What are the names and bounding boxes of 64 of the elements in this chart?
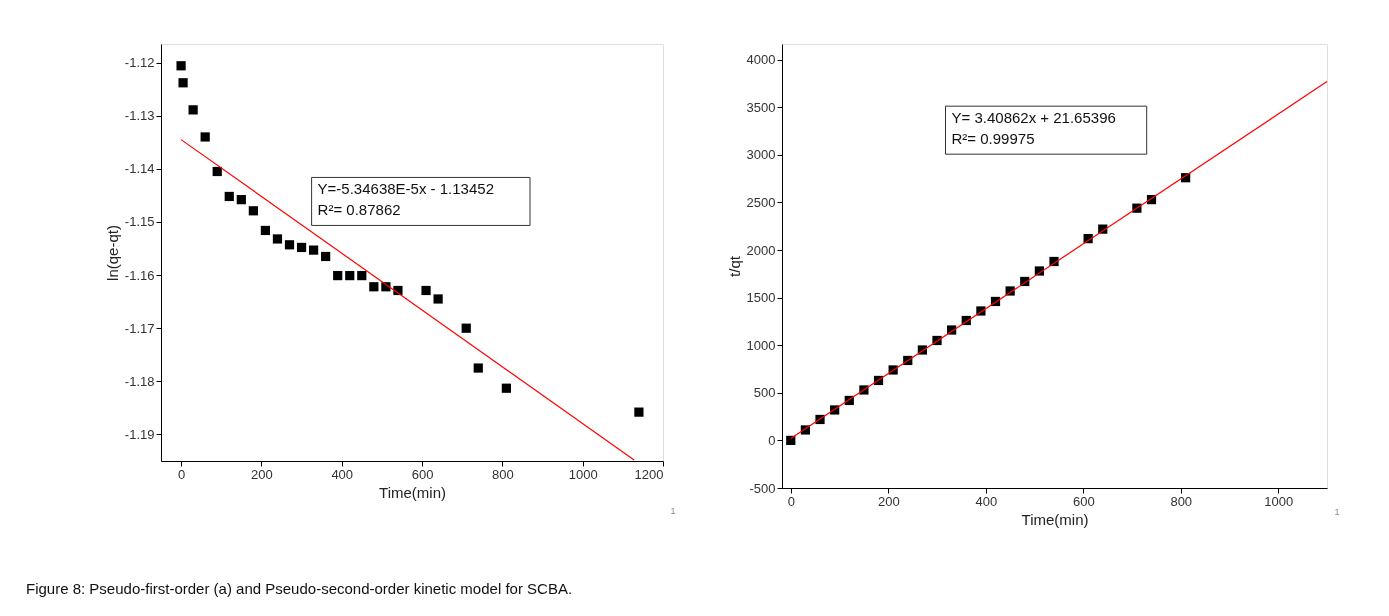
- point: [188, 105, 198, 115]
- point: [357, 271, 367, 281]
- x-tick-label: 1200: [634, 466, 664, 482]
- x-tick-label: 0: [787, 493, 795, 509]
- text: 1: [1334, 507, 1340, 517]
- point: [345, 271, 355, 281]
- x-tick-label: 200: [251, 466, 273, 482]
- y-tick-label: -1.17: [124, 320, 155, 336]
- y-tick-label: 1000: [746, 337, 776, 353]
- x-tick-label: 800: [492, 466, 514, 482]
- point: [224, 191, 234, 202]
- point: [178, 78, 188, 88]
- point: [461, 323, 471, 333]
- y-tick-label: 2000: [746, 242, 776, 258]
- point: [260, 225, 271, 236]
- y-tick-label: -1.16: [124, 267, 155, 283]
- x-tick-label: 600: [1072, 493, 1095, 509]
- y-tick-label: -1.19: [124, 426, 155, 442]
- y-tick-label: 1500: [746, 290, 776, 306]
- y-tick-label: 2500: [746, 194, 776, 210]
- y-axis-title: ln(qe-qt): [103, 225, 121, 281]
- y-tick-label: -1.15: [124, 214, 155, 230]
- x-axis-title: Time(min): [379, 483, 446, 501]
- x-tick-label: 800: [1170, 493, 1193, 509]
- x-tick-label: 0: [177, 466, 186, 482]
- y-tick-label: 0: [768, 432, 776, 448]
- point: [212, 166, 222, 177]
- y-tick-label: 4000: [746, 52, 776, 68]
- y-tick-label: -500: [749, 480, 776, 496]
- point: [284, 240, 295, 250]
- point: [433, 294, 443, 304]
- y-tick-label: -1.12: [124, 55, 155, 71]
- y-tick-label: 3000: [746, 147, 776, 163]
- point: [176, 61, 186, 71]
- point: [369, 282, 379, 292]
- point: [501, 383, 511, 393]
- point: [421, 285, 431, 296]
- text: 1: [670, 506, 676, 516]
- annotation: Y=-5.34638E-5x - 1.13452 R²= 0.87862: [317, 180, 494, 219]
- point: [272, 234, 283, 244]
- y-tick-label: 3500: [746, 99, 776, 115]
- point: [321, 251, 331, 262]
- x-tick-label: 1000: [568, 466, 598, 482]
- x-tick-label: 600: [411, 466, 434, 482]
- y-tick-label: 500: [753, 385, 776, 401]
- point: [333, 271, 343, 281]
- x-tick-label: 400: [975, 493, 998, 509]
- point: [634, 407, 644, 417]
- y-tick-label: -1.14: [124, 161, 155, 177]
- y-tick-label: -1.13: [124, 108, 155, 124]
- point: [296, 242, 307, 253]
- point: [200, 132, 210, 142]
- annotation: Y= 3.40862x + 21.65396 R²= 0.99975: [951, 109, 1116, 148]
- y-axis-title: t/qt: [725, 255, 743, 277]
- x-tick-label: 400: [331, 466, 354, 482]
- x-tick-label: 1000: [1264, 493, 1294, 509]
- point: [309, 245, 319, 255]
- point: [473, 363, 483, 373]
- y-tick-label: -1.18: [124, 373, 155, 389]
- x-axis-title: Time(min): [1021, 510, 1089, 528]
- point: [248, 206, 258, 216]
- caption: Figure 8: Pseudo-first-order (a) and Pseudo-second-order kinetic model for SCBA.: [26, 580, 573, 597]
- point: [236, 195, 246, 205]
- x-tick-label: 200: [877, 493, 900, 509]
